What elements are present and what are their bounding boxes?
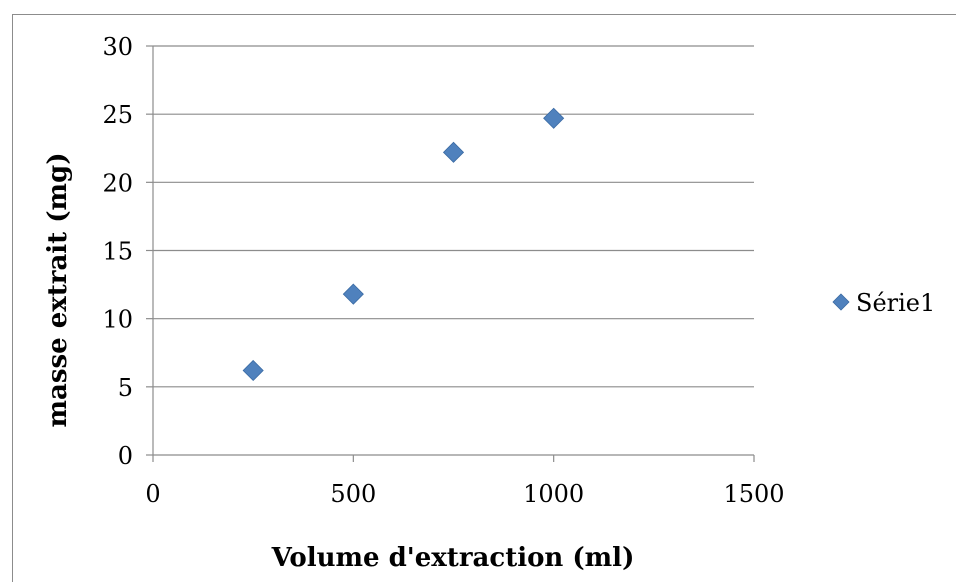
legend: Série1 bbox=[832, 289, 935, 317]
legend-label: Série1 bbox=[856, 289, 935, 317]
x-tick-label: 0 bbox=[145, 480, 160, 508]
x-axis-title: Volume d'extraction (ml) bbox=[271, 543, 635, 573]
y-tick-label: 5 bbox=[118, 374, 133, 402]
data-point bbox=[342, 283, 364, 305]
gridlines bbox=[153, 45, 754, 388]
data-point bbox=[543, 107, 565, 129]
x-tick-label: 1500 bbox=[723, 480, 784, 508]
chart-frame bbox=[12, 14, 956, 582]
y-tick-label: 15 bbox=[102, 238, 133, 266]
x-tick-label: 1000 bbox=[523, 480, 584, 508]
axes bbox=[146, 45, 755, 462]
y-tick-label: 10 bbox=[102, 306, 133, 334]
data-point bbox=[242, 359, 264, 382]
y-axis-title: masse extrait (mg) bbox=[43, 152, 73, 427]
y-tick-label: 0 bbox=[118, 442, 133, 470]
x-tick-label: 500 bbox=[330, 480, 376, 508]
tick-labels: 0 5 10 15 20 25 30 0 500 1000 1500 bbox=[102, 33, 784, 508]
data-points bbox=[242, 107, 565, 382]
legend-marker-icon bbox=[832, 293, 850, 311]
data-point bbox=[442, 141, 465, 163]
y-tick-label: 25 bbox=[102, 101, 133, 129]
y-tick-label: 20 bbox=[102, 169, 133, 197]
y-tick-label: 30 bbox=[102, 33, 133, 61]
